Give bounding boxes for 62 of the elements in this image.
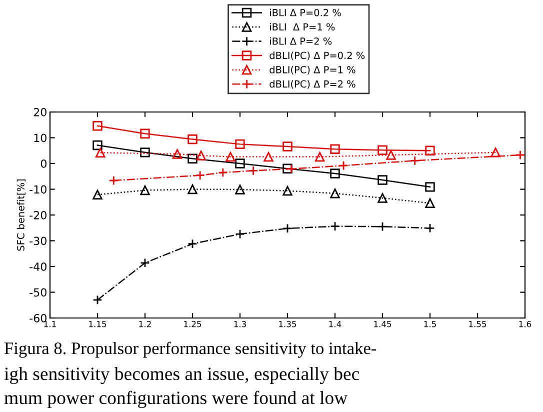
point xyxy=(330,168,340,178)
point xyxy=(140,128,150,138)
legend-label: iBLI Δ P=1 % xyxy=(270,23,335,31)
point xyxy=(92,140,102,150)
y-tick-label: -40 xyxy=(30,262,46,271)
point xyxy=(235,158,245,168)
point xyxy=(378,193,388,203)
point xyxy=(140,148,150,158)
y-tick-label: -10 xyxy=(30,185,46,194)
point xyxy=(92,121,102,131)
point xyxy=(226,152,236,162)
point xyxy=(490,148,500,158)
y-tick-label: -60 xyxy=(30,314,46,322)
point xyxy=(282,186,292,196)
point xyxy=(92,190,102,200)
legend-label: dBLI(PC) Δ P=0.2 % xyxy=(270,52,365,60)
point xyxy=(386,150,396,160)
text: igh sensitivity becomes an issue, especially bec xyxy=(4,366,360,384)
point xyxy=(282,142,292,152)
point xyxy=(282,164,292,174)
legend-label: iBLI Δ P=0.2 % xyxy=(270,8,341,16)
y-tick-label: -20 xyxy=(30,210,46,220)
x-tick-label: 1.4 xyxy=(329,321,342,328)
point xyxy=(172,149,182,159)
x-tick-label: 1.5 xyxy=(424,321,436,328)
legend-label: dBLI(PC) Δ P=2 % xyxy=(270,80,356,89)
legend-label: iBLI Δ P=2 % xyxy=(270,37,332,45)
point xyxy=(140,185,150,196)
point xyxy=(235,139,245,150)
point xyxy=(188,134,198,144)
legend-label: dBLI(PC) Δ P=1 % xyxy=(270,66,356,74)
x-tick-label: 1.25 xyxy=(184,320,202,328)
point xyxy=(378,145,388,155)
x-tick-label: 1.45 xyxy=(374,321,392,328)
x-tick-label: 1.15 xyxy=(89,321,106,328)
x-tick-label: 1.3 xyxy=(234,320,246,328)
y-axis-title: SFC benefit[%] xyxy=(16,179,26,251)
point xyxy=(330,188,340,198)
point xyxy=(425,146,435,156)
y-tick-label: 20 xyxy=(34,108,46,116)
x-tick-label: 1.6 xyxy=(519,320,532,328)
point xyxy=(235,184,245,194)
point xyxy=(196,150,206,160)
point xyxy=(95,148,106,158)
point xyxy=(314,152,325,162)
point xyxy=(330,144,340,154)
y-tick-label: 10 xyxy=(34,134,46,142)
y-tick-label: 0 xyxy=(40,159,46,168)
point xyxy=(188,154,198,164)
x-tick-label: 1.55 xyxy=(469,321,486,328)
x-tick-label: 1.35 xyxy=(279,320,296,328)
text: mum power configurations were found at low xyxy=(4,390,348,408)
point xyxy=(425,182,435,192)
point xyxy=(264,152,274,162)
text: Figura 8. Propulsor performance sensitivity to intake- xyxy=(4,342,376,358)
y-tick-label: -50 xyxy=(30,288,46,297)
point xyxy=(425,198,435,208)
x-tick-label: 1.1 xyxy=(44,321,56,328)
point xyxy=(378,175,388,185)
point xyxy=(188,184,198,194)
y-tick-label: -30 xyxy=(30,236,46,246)
x-tick-label: 1.2 xyxy=(139,320,151,328)
